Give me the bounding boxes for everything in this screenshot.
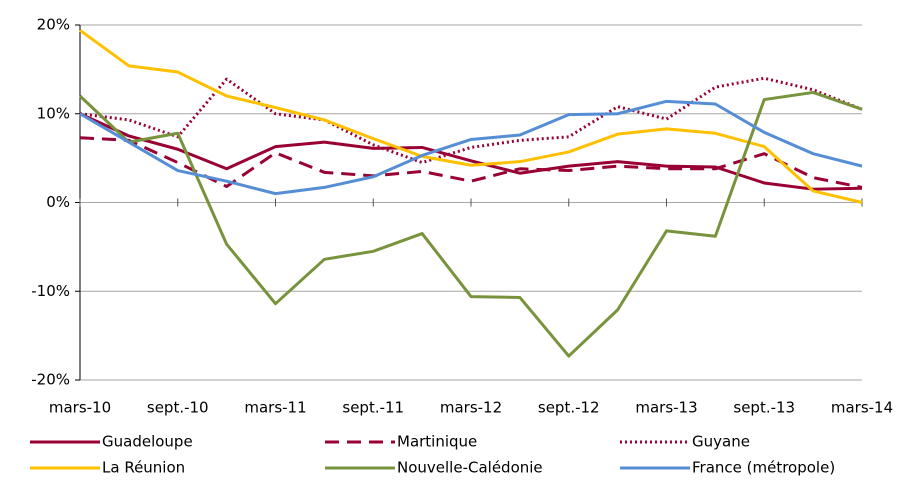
series-line	[79, 29, 863, 204]
y-tick-label: 0%	[46, 193, 70, 211]
y-tick-label: 10%	[37, 104, 70, 122]
x-tick-label: mars-13	[635, 399, 697, 417]
legend-label: Guadeloupe	[102, 433, 193, 451]
y-tick-label: -10%	[31, 282, 70, 300]
legend-label: Guyane	[692, 433, 750, 451]
x-tick-label: mars-11	[244, 399, 306, 417]
x-tick-label: mars-14	[831, 399, 893, 417]
y-tick-label: -20%	[31, 371, 70, 389]
y-tick-label: 20%	[37, 16, 70, 34]
legend-label: France (métropole)	[692, 459, 835, 477]
x-tick-label: mars-12	[440, 399, 502, 417]
series-line	[78, 90, 863, 358]
x-tick-label: sept.-13	[733, 399, 795, 417]
x-tick-label: sept.-12	[538, 399, 600, 417]
series-line	[79, 76, 863, 165]
legend-label: Nouvelle-Calédonie	[397, 459, 543, 477]
series-line	[79, 99, 863, 196]
x-tick-label: sept.-11	[342, 399, 404, 417]
x-tick-label: sept.-10	[147, 399, 209, 417]
series-line	[79, 112, 863, 191]
x-tick-label: mars-10	[49, 399, 111, 417]
legend-label: Martinique	[397, 433, 477, 451]
legend-label: La Réunion	[102, 459, 185, 477]
